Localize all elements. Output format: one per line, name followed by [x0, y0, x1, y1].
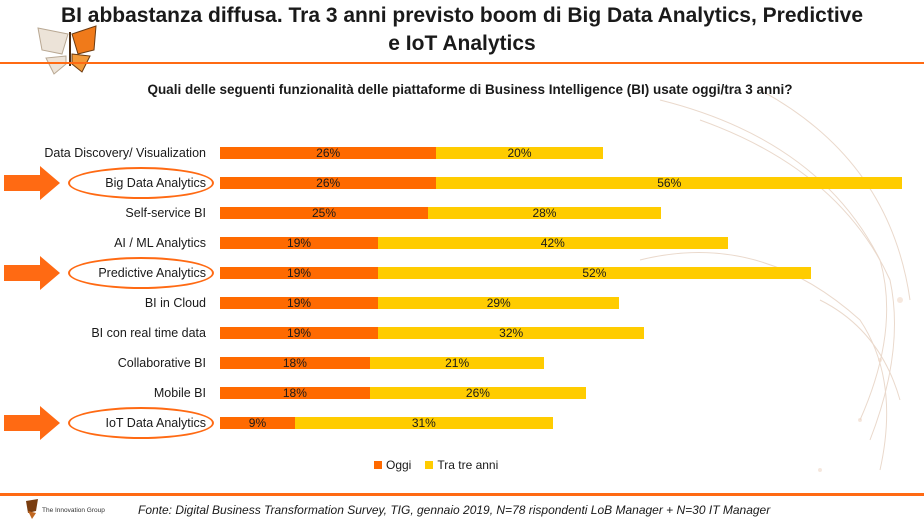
page-title: BI abbastanza diffusa. Tra 3 anni previs… — [60, 4, 864, 55]
category-label: Data Discovery/ Visualization — [44, 146, 206, 160]
highlight-ellipse — [68, 257, 214, 289]
bar-tra-tre-anni — [378, 267, 811, 279]
data-label-tra-tre-anni: 52% — [582, 266, 607, 280]
category-label: Collaborative BI — [117, 356, 206, 370]
legend-label-oggi: Oggi — [386, 458, 412, 472]
legend-swatch-oggi — [374, 461, 382, 469]
data-label-oggi: 19% — [287, 236, 312, 250]
data-label-tra-tre-anni: 56% — [657, 176, 682, 190]
bar-oggi — [220, 297, 379, 309]
data-label-tra-tre-anni: 32% — [499, 326, 524, 340]
tig-logo-icon — [26, 499, 38, 519]
category-label: BI in Cloud — [144, 296, 206, 310]
data-label-oggi: 19% — [287, 296, 312, 310]
title-divider — [0, 62, 924, 64]
bar-tra-tre-anni — [436, 177, 903, 189]
bar-oggi — [220, 327, 379, 339]
data-label-tra-tre-anni: 20% — [507, 146, 532, 160]
footer-divider — [0, 493, 924, 496]
bar-oggi — [220, 417, 295, 429]
bar-oggi — [220, 207, 428, 219]
data-label-tra-tre-anni: 21% — [445, 356, 470, 370]
data-label-oggi: 25% — [311, 206, 337, 220]
chart-title: Quali delle seguenti funzionalità delle … — [147, 82, 793, 97]
data-label-tra-tre-anni: 29% — [486, 296, 511, 310]
chart-legend: Oggi Tra tre anni — [374, 458, 498, 472]
bar-oggi — [220, 387, 370, 399]
bar-tra-tre-anni — [378, 297, 620, 309]
data-label-tra-tre-anni: 28% — [532, 206, 557, 220]
bar-tra-tre-anni — [378, 327, 645, 339]
bar-oggi — [220, 237, 379, 249]
bar-oggi — [220, 177, 437, 189]
category-label: AI / ML Analytics — [114, 236, 206, 250]
legend-item-tre: Tra tre anni — [425, 458, 498, 472]
bar-tra-tre-anni — [369, 387, 587, 399]
butterfly-logo — [37, 25, 97, 75]
arrow-right-icon — [4, 166, 60, 200]
bar-tra-tre-anni — [428, 207, 661, 219]
source-note: Fonte: Digital Business Transformation S… — [138, 503, 771, 517]
bar-tra-tre-anni — [369, 357, 545, 369]
legend-swatch-tre — [425, 461, 434, 469]
arrow-right-icon — [4, 406, 60, 440]
legend-label-tre: Tra tre anni — [437, 458, 499, 472]
category-label: Self-service BI — [125, 206, 206, 220]
highlight-ellipse — [68, 407, 214, 439]
highlight-ellipse — [68, 167, 214, 199]
category-label: Mobile BI — [153, 386, 206, 400]
data-label-oggi: 9% — [248, 416, 267, 430]
bar-tra-tre-anni — [294, 417, 553, 429]
category-label: BI con real time data — [91, 326, 206, 340]
bar-oggi — [220, 357, 370, 369]
data-label-tra-tre-anni: 31% — [411, 416, 436, 430]
data-label-oggi: 19% — [287, 326, 312, 340]
bar-tra-tre-anni — [436, 147, 603, 159]
data-label-tra-tre-anni: 26% — [465, 386, 490, 400]
data-label-oggi: 18% — [282, 386, 307, 400]
bar-oggi — [220, 267, 379, 279]
bar-oggi — [220, 147, 437, 159]
bar-tra-tre-anni — [378, 237, 728, 249]
data-label-oggi: 18% — [282, 356, 307, 370]
arrow-right-icon — [4, 256, 60, 290]
data-label-tra-tre-anni: 42% — [540, 236, 565, 250]
data-label-oggi: 26% — [316, 176, 341, 190]
logo-text: The Innovation Group — [42, 507, 105, 514]
data-label-oggi: 19% — [287, 266, 312, 280]
legend-item-oggi: Oggi — [374, 458, 411, 472]
data-label-oggi: 26% — [316, 146, 341, 160]
